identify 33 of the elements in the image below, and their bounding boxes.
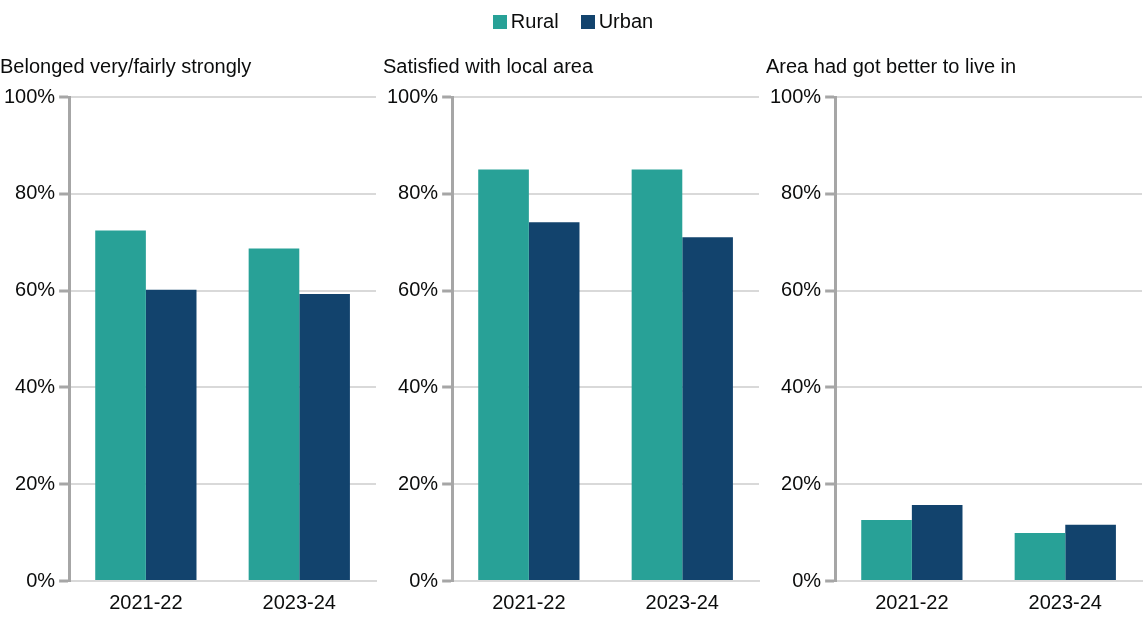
bar: [248, 248, 300, 580]
y-tick-label: 60%: [781, 278, 822, 301]
x-tick-label: 2021-22: [109, 590, 183, 613]
y-tick-label: 0%: [26, 568, 56, 591]
y-tick-label: 60%: [398, 278, 439, 301]
y-tick-label: 100%: [770, 84, 822, 107]
bar: [145, 289, 197, 580]
x-tick-label: 2021-22: [875, 590, 949, 613]
y-tick-label: 80%: [781, 181, 822, 204]
y-tick-label: 40%: [398, 374, 439, 397]
y-tick-label: 100%: [387, 84, 439, 107]
bar: [95, 230, 146, 580]
x-tick-label: 2023-24: [1028, 590, 1102, 613]
x-tick-label: 2023-24: [262, 590, 336, 613]
y-tick-label: 0%: [792, 568, 822, 591]
y-tick-label: 20%: [398, 471, 439, 494]
y-tick-label: 60%: [15, 278, 56, 301]
y-tick-label: 20%: [15, 471, 56, 494]
x-tick-label: 2021-22: [492, 590, 566, 613]
y-tick-label: 80%: [15, 181, 56, 204]
legend-label: Urban: [598, 10, 654, 33]
y-tick-label: 40%: [15, 374, 56, 397]
bar: [299, 293, 350, 580]
legend-label: Rural: [510, 10, 559, 33]
y-tick-label: 20%: [781, 471, 822, 494]
chart-title: Satisfied with local area: [383, 54, 594, 77]
y-tick-label: 80%: [398, 181, 439, 204]
chart-title: Belonged very/fairly strongly: [0, 54, 252, 77]
y-tick-label: 0%: [409, 568, 439, 591]
y-tick-label: 100%: [4, 84, 56, 107]
y-tick-label: 40%: [781, 374, 822, 397]
chart-title: Area had got better to live in: [766, 54, 1017, 77]
x-tick-label: 2023-24: [645, 590, 719, 613]
